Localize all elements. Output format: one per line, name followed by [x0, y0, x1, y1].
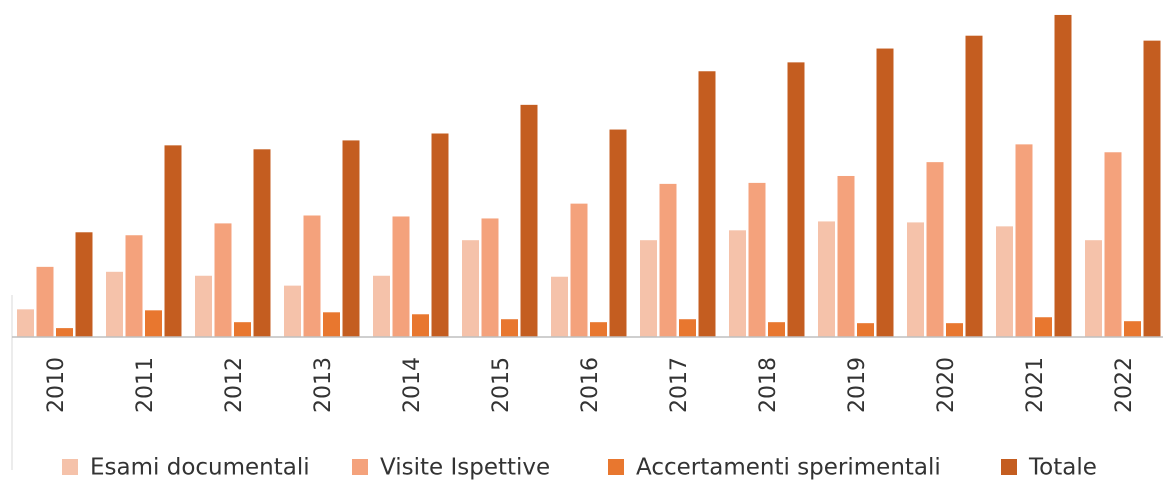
legend-label: Accertamenti sperimentali [636, 455, 941, 481]
bar [1085, 240, 1102, 337]
legend-label: Esami documentali [90, 455, 310, 481]
bar [234, 322, 251, 337]
legend-label: Visite Ispettive [380, 455, 550, 481]
bar [679, 319, 696, 337]
x-tick-label: 2014 [400, 357, 425, 413]
bar [412, 314, 429, 337]
bar [946, 323, 963, 337]
bar [75, 232, 93, 337]
bar [698, 71, 716, 337]
bar [768, 322, 785, 337]
bar [195, 275, 212, 337]
bar [907, 222, 924, 337]
bar [392, 216, 410, 337]
bar [431, 133, 449, 337]
bar [36, 266, 54, 337]
bar [342, 140, 360, 337]
bar [748, 182, 766, 337]
x-tick-label: 2015 [489, 357, 514, 413]
bar [284, 285, 301, 337]
bar [1054, 14, 1072, 338]
bar [996, 226, 1013, 337]
bar [551, 276, 568, 337]
x-tick-label: 2012 [222, 357, 247, 413]
bar [1015, 144, 1033, 337]
bar [56, 328, 73, 337]
bar [501, 319, 518, 337]
x-tick-label: 2018 [756, 357, 781, 413]
legend-swatch [608, 459, 624, 475]
legend-swatch [62, 459, 78, 475]
bar [818, 221, 835, 337]
bar [323, 312, 340, 337]
bar [214, 223, 232, 337]
bar [462, 240, 479, 337]
bar [640, 240, 657, 337]
bar [570, 203, 588, 337]
bar [253, 149, 271, 337]
x-tick-label: 2022 [1112, 357, 1137, 413]
x-tick-label: 2013 [311, 357, 336, 413]
legend-swatch [352, 459, 368, 475]
x-tick-label: 2021 [1023, 357, 1048, 413]
bar [373, 275, 390, 337]
bar [520, 104, 538, 338]
bar [857, 323, 874, 337]
x-tick-label: 2016 [578, 357, 603, 413]
bar [145, 310, 162, 337]
bar [303, 215, 321, 337]
bar [481, 218, 499, 337]
bar [787, 62, 805, 338]
bar [1124, 321, 1141, 337]
bar [1035, 317, 1052, 337]
x-tick-label: 2017 [667, 357, 692, 413]
legend-swatch [1001, 459, 1017, 475]
x-tick-label: 2019 [845, 357, 870, 413]
bar [659, 183, 677, 337]
x-tick-label: 2010 [44, 357, 69, 413]
bar [1104, 152, 1122, 337]
bar [164, 145, 182, 337]
bar [1143, 40, 1161, 338]
bar [965, 35, 983, 338]
bar [590, 322, 607, 337]
bar [106, 271, 123, 337]
bar [125, 235, 143, 337]
bar [729, 230, 746, 337]
bar [837, 175, 855, 337]
bar [609, 129, 627, 337]
bar [876, 48, 894, 337]
bar [17, 309, 34, 337]
bar [926, 162, 944, 337]
x-tick-label: 2020 [934, 357, 959, 413]
x-tick-label: 2011 [133, 357, 158, 413]
legend-label: Totale [1028, 455, 1097, 481]
